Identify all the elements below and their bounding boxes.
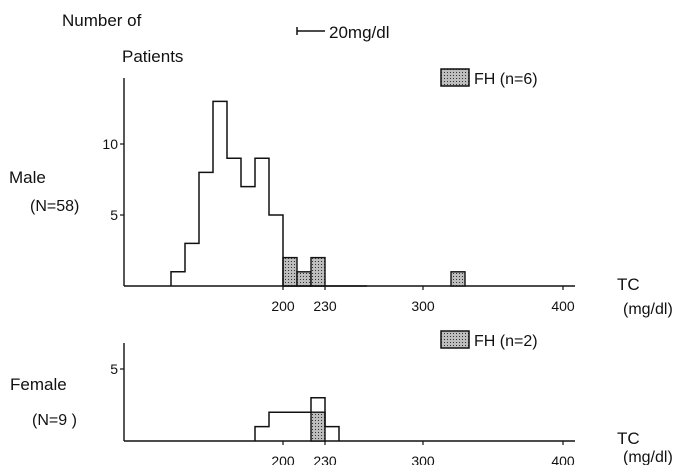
fh-bar (282, 256, 298, 287)
legend-male: FH (n=6) (440, 68, 538, 88)
scale-bar: 20mg/dl (296, 23, 389, 42)
female-panel: 5 200 230 300 400 (110, 343, 575, 465)
scale-bar-label: 20mg/dl (329, 23, 389, 42)
male-panel-label: Male (9, 168, 46, 187)
y-tick-label: 5 (110, 207, 118, 223)
x-axis-label-female: TC (617, 429, 640, 448)
legend-female: FH (n=2) (440, 330, 538, 350)
histogram-outline (170, 100, 367, 287)
fh-bar (310, 256, 326, 287)
fh-bar (310, 411, 326, 442)
legend-female-label: FH (n=2) (474, 333, 538, 350)
legend-male-label: FH (n=6) (474, 71, 538, 88)
legend-female-swatch (440, 330, 470, 349)
female-panel-count: (N=9 ) (32, 412, 77, 429)
x-tick-label: 230 (313, 453, 337, 465)
female-panel-label: Female (10, 375, 67, 394)
x-tick-label: 300 (411, 298, 435, 314)
histogram-outline (254, 397, 340, 441)
male-panel: 5 10 200 230 300 400 (102, 78, 575, 314)
legend-male-swatch (440, 68, 470, 87)
x-tick-label: 300 (411, 453, 435, 465)
x-axis-unit-female: (mg/dl) (623, 449, 673, 465)
x-tick-label: 200 (271, 298, 295, 314)
y-axis-label-line1: Number of (62, 11, 142, 30)
x-tick-label: 200 (271, 453, 295, 465)
y-axis-label-line2: Patients (122, 47, 183, 66)
fh-bar (450, 271, 466, 287)
x-tick-label: 400 (551, 298, 575, 314)
x-axis-label-male: TC (617, 275, 640, 294)
x-axis-unit-male: (mg/dl) (623, 301, 673, 318)
x-tick-label: 400 (551, 453, 575, 465)
fh-bar (296, 271, 312, 287)
x-tick-label: 230 (313, 298, 337, 314)
y-tick-label: 10 (102, 136, 118, 152)
y-tick-label: 5 (110, 361, 118, 377)
male-panel-count: (N=58) (30, 198, 79, 215)
